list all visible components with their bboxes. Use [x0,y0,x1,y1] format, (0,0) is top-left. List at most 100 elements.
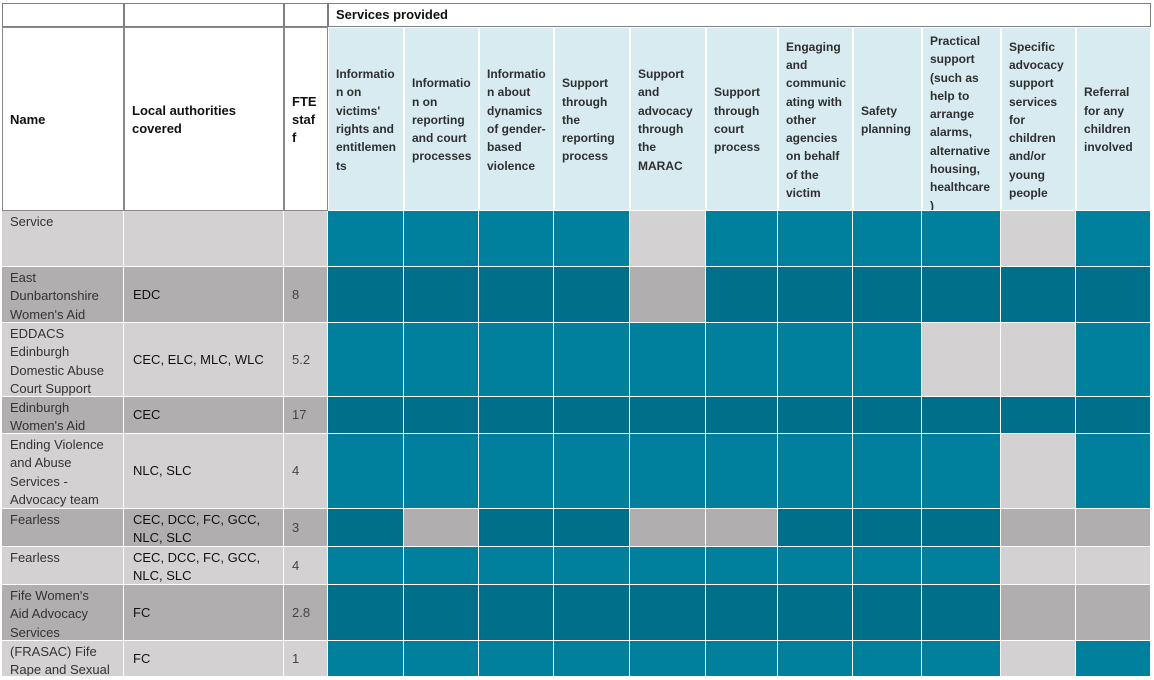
service-not-provided-cell [922,323,1001,397]
row-fte-cell: 17 [284,397,328,434]
service-not-provided-cell [1076,509,1151,547]
service-provided-cell [328,547,404,585]
row-name-cell: Fife Women's Aid Advocacy Services [2,585,124,641]
row-fte-cell: 5.2 [284,323,328,397]
service-provided-cell [404,211,479,267]
row-name: EDDACS Edinburgh Domestic Abuse Court Su… [10,326,104,397]
service-provided-cell [706,211,778,267]
service-provided-cell [630,641,706,677]
row-fte-cell: 2.8 [284,585,328,641]
service-not-provided-cell [1001,434,1076,509]
service-not-provided-cell [1001,509,1076,547]
services-provided-title: Services provided [336,7,448,22]
row-name: Fife Women's Aid Advocacy Services [10,588,89,640]
service-provided-cell [554,267,630,323]
service-provided-cell [853,547,922,585]
service-provided-cell [706,397,778,434]
column-header-service-4: Support through the reporting process [554,27,630,211]
row-fte-cell: 3 [284,509,328,547]
row-authorities-cell: FC [124,585,284,641]
column-header-fte: FTE staf f [284,27,328,211]
service-provided-cell [554,211,630,267]
service-provided-cell [922,267,1001,323]
service-provided-cell [853,509,922,547]
column-header-service-3-label: Informatio n about dynamics of gender- b… [487,67,546,173]
service-provided-cell [479,323,554,397]
column-header-service-1: Informatio n on victims' rights and enti… [328,27,404,211]
service-provided-cell [853,585,922,641]
row-name-cell: Edinburgh Women's Aid [2,397,124,434]
service-provided-cell [1076,434,1151,509]
row-name: Ending Violence and Abuse Services - Adv… [10,437,104,508]
column-header-service-5-label: Support and advocacy through the MARAC [638,67,693,173]
row-authorities-cell: CEC [124,397,284,434]
service-provided-cell [922,547,1001,585]
service-provided-cell [328,397,404,434]
column-header-service-4-label: Support through the reporting process [562,76,615,164]
service-not-provided-cell [1001,211,1076,267]
row-name: East Dunbartonshire Women's Aid [10,270,99,322]
service-provided-cell [404,267,479,323]
service-provided-cell [706,547,778,585]
row-fte-cell: 4 [284,547,328,585]
service-provided-cell [479,585,554,641]
service-not-provided-cell [1001,323,1076,397]
service-provided-cell [479,211,554,267]
service-provided-cell [1001,397,1076,434]
service-provided-cell [554,641,630,677]
service-provided-cell [404,585,479,641]
service-provided-cell [479,267,554,323]
service-provided-cell [922,211,1001,267]
row-name-cell: EDDACS Edinburgh Domestic Abuse Court Su… [2,323,124,397]
row-name: Fearless [10,512,60,527]
column-header-name: Name [2,27,124,211]
row-fte: 8 [292,286,300,302]
service-provided-cell [554,397,630,434]
column-header-service-3: Informatio n about dynamics of gender- b… [479,27,554,211]
service-provided-cell [328,267,404,323]
header-blank-name [2,3,124,27]
row-authorities: NLC, SLC [133,463,192,479]
row-authorities-cell: CEC, DCC, FC, GCC, NLC, SLC [124,509,284,547]
service-provided-cell [554,323,630,397]
service-provided-cell [853,641,922,677]
service-not-provided-cell [404,509,479,547]
service-provided-cell [706,323,778,397]
service-provided-cell [1076,641,1151,677]
row-name: Edinburgh Women's Aid [10,400,86,434]
service-provided-cell [404,397,479,434]
service-provided-cell [1076,211,1151,267]
column-header-service-7-label: Engaging and communic ating with other a… [786,39,847,201]
row-name-cell: East Dunbartonshire Women's Aid [2,267,124,323]
column-header-service-1-label: Informatio n on victims' rights and enti… [336,67,397,173]
service-provided-cell [1001,267,1076,323]
column-header-service-9: Practical support (such as help to arran… [922,27,1001,211]
service-not-provided-cell [1001,585,1076,641]
service-not-provided-cell [1001,641,1076,677]
column-header-service-6-label: Support through court process [714,85,761,155]
column-header-service-11-label: Referral for any children involved [1084,85,1133,155]
service-provided-cell [479,509,554,547]
row-authorities-cell: EDC [124,267,284,323]
service-provided-cell [778,509,853,547]
column-header-fte-label: FTE staf f [292,93,317,146]
service-provided-cell [922,585,1001,641]
row-fte: 3 [292,519,300,535]
row-fte-cell [284,211,328,267]
row-fte-cell: 8 [284,267,328,323]
row-fte: 4 [292,557,300,573]
service-provided-cell [778,434,853,509]
row-fte: 4 [292,463,300,479]
service-provided-cell [706,267,778,323]
row-name-cell: Fearless [2,547,124,585]
column-header-service-6: Support through court process [706,27,778,211]
row-fte-cell: 1 [284,641,328,677]
column-header-service-10-label: Specific advocacy support services for c… [1009,39,1064,201]
service-provided-cell [853,323,922,397]
service-provided-cell [853,267,922,323]
service-provided-cell [853,211,922,267]
column-header-service-9-label: Practical support (such as help to arran… [930,34,991,211]
service-not-provided-cell [706,509,778,547]
service-provided-cell [778,641,853,677]
column-header-service-8-label: Safety planning [861,103,911,136]
